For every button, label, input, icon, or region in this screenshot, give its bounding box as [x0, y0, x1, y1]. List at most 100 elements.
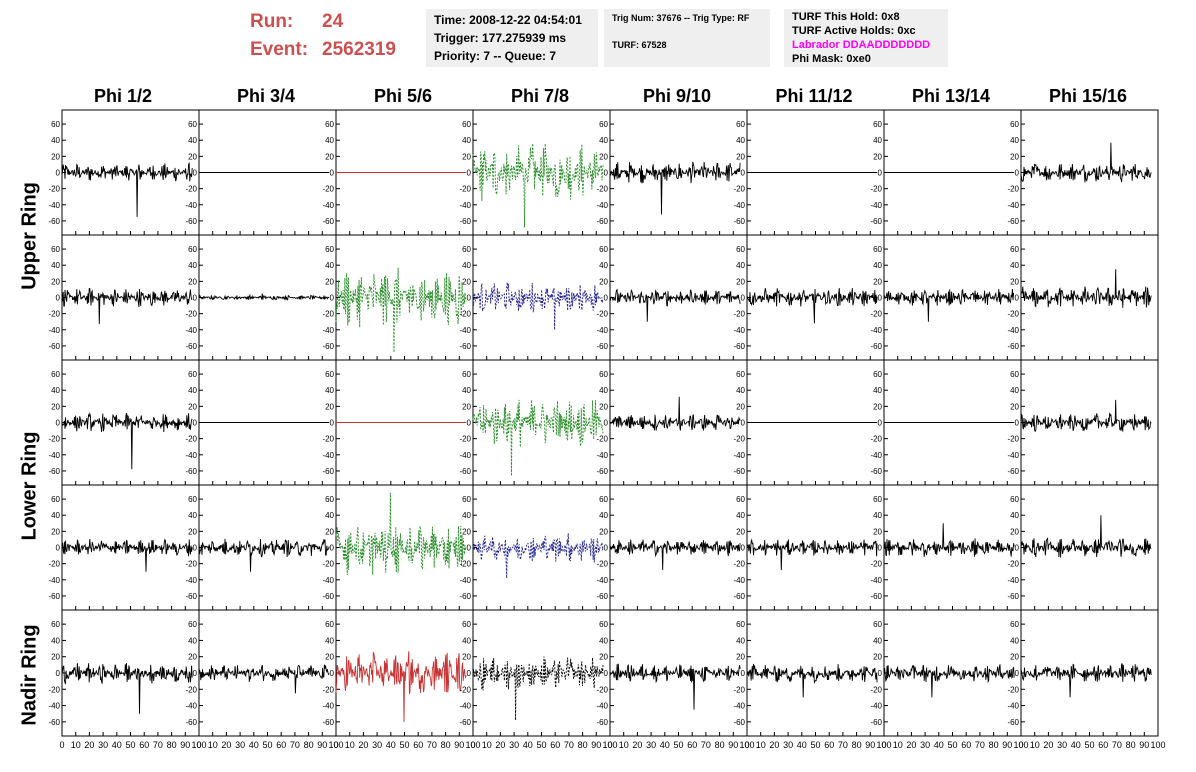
y-tick-label-r5-c2--40: -40 [185, 702, 197, 711]
x-tick-label-r5-c6-100: 100 [876, 740, 891, 750]
y-tick-label-r4-c8-60: 60 [1010, 495, 1019, 504]
y-tick-label-r3-c3--40: -40 [322, 451, 334, 460]
y-tick-label-r5-c8-40: 40 [1010, 636, 1019, 645]
x-tick-label-r5-c1-80: 80 [167, 740, 177, 750]
trace-r5-c8 [1020, 663, 1152, 698]
x-tick-label-r5-c8-70: 70 [1112, 740, 1122, 750]
y-tick-label-r2-c1--20: -20 [48, 310, 60, 319]
y-tick-label-r1-c6-20: 20 [736, 152, 745, 161]
x-tick-label-r5-c5-30: 30 [646, 740, 656, 750]
x-tick-label-r5-c6-10: 10 [756, 740, 766, 750]
x-tick-label-r5-c7-30: 30 [920, 740, 930, 750]
y-tick-label-r4-c7--60: -60 [870, 592, 882, 601]
x-tick-label-r5-c2-90: 90 [317, 740, 327, 750]
x-tick-label-r5-c1-10: 10 [71, 740, 81, 750]
x-tick-label-r5-c5-80: 80 [715, 740, 725, 750]
y-tick-label-r3-c8-60: 60 [1010, 370, 1019, 379]
y-tick-label-r3-c5-20: 20 [599, 402, 608, 411]
y-tick-label-r4-c4-20: 20 [462, 527, 471, 536]
y-tick-label-r1-c3-20: 20 [325, 152, 334, 161]
trace-r5-c6 [746, 663, 878, 698]
y-tick-label-r3-c2--40: -40 [185, 451, 197, 460]
y-tick-label-r4-c2-60: 60 [188, 495, 197, 504]
y-tick-label-r5-c8--20: -20 [1007, 685, 1019, 694]
y-tick-label-r5-c2-0: 0 [193, 669, 198, 678]
x-tick-label-r5-c2-40: 40 [249, 740, 259, 750]
y-tick-label-r3-c2-20: 20 [188, 402, 197, 411]
y-tick-label-r2-c5--40: -40 [596, 326, 608, 335]
x-tick-label-r5-c2-0: 0 [196, 740, 201, 750]
trace-r2-c7 [883, 288, 1015, 322]
y-tick-label-r5-c7-60: 60 [873, 620, 882, 629]
y-tick-label-r4-c6-60: 60 [736, 495, 745, 504]
y-tick-label-r4-c2--40: -40 [185, 576, 197, 585]
y-tick-label-r1-c4--20: -20 [459, 185, 471, 194]
y-tick-label-r1-c2-20: 20 [188, 152, 197, 161]
y-tick-label-r1-c2-0: 0 [193, 169, 198, 178]
x-tick-label-r5-c7-70: 70 [975, 740, 985, 750]
y-tick-label-r3-c8--20: -20 [1007, 435, 1019, 444]
y-tick-label-r3-c6-40: 40 [736, 386, 745, 395]
trace-r2-c4 [472, 282, 604, 330]
x-tick-label-r5-c1-30: 30 [98, 740, 108, 750]
y-tick-label-r5-c5-40: 40 [599, 636, 608, 645]
y-tick-label-r5-c7--20: -20 [870, 685, 882, 694]
y-tick-label-r5-c2-60: 60 [188, 620, 197, 629]
y-tick-label-r2-c4--40: -40 [459, 326, 471, 335]
y-tick-label-r5-c4--20: -20 [459, 685, 471, 694]
event-row: Event: 2562319 [250, 36, 420, 64]
x-tick-label-r5-c6-30: 30 [783, 740, 793, 750]
y-tick-label-r1-c6-40: 40 [736, 136, 745, 145]
y-tick-label-r1-c7-60: 60 [873, 120, 882, 129]
y-tick-label-r2-c1-0: 0 [56, 294, 61, 303]
trace-r4-c4 [472, 533, 604, 579]
y-tick-label-r4-c7--20: -20 [870, 560, 882, 569]
column-title-phi-1-2: Phi 1/2 [93, 86, 153, 106]
x-tick-label-r5-c4-100: 100 [602, 740, 617, 750]
y-tick-label-r4-c3-60: 60 [325, 495, 334, 504]
x-tick-label-r5-c3-50: 50 [399, 740, 409, 750]
x-tick-label-r5-c6-80: 80 [852, 740, 862, 750]
y-tick-label-r1-c8-40: 40 [1010, 136, 1019, 145]
x-tick-label-r5-c3-70: 70 [427, 740, 437, 750]
x-tick-label-r5-c5-10: 10 [619, 740, 629, 750]
trace-r5-c7 [883, 664, 1015, 698]
x-tick-label-r5-c6-90: 90 [865, 740, 875, 750]
trig-num-line: Trig Num: 37676 -- Trig Type: RF [612, 13, 750, 23]
x-tick-label-r5-c7-60: 60 [961, 740, 971, 750]
x-tick-label-r5-c5-100: 100 [739, 740, 754, 750]
run-value: 24 [322, 11, 344, 32]
x-tick-label-r5-c8-100: 100 [1150, 740, 1165, 750]
y-tick-label-r2-c8--20: -20 [1007, 310, 1019, 319]
y-tick-label-r1-c1--20: -20 [48, 185, 60, 194]
x-tick-label-r5-c4-60: 60 [550, 740, 560, 750]
y-tick-label-r3-c4--20: -20 [459, 435, 471, 444]
x-tick-label-r5-c2-60: 60 [276, 740, 286, 750]
x-tick-label-r5-c7-20: 20 [906, 740, 916, 750]
y-tick-label-r2-c6-0: 0 [741, 294, 746, 303]
y-tick-label-r4-c5-20: 20 [599, 527, 608, 536]
x-tick-label-r5-c3-40: 40 [386, 740, 396, 750]
y-tick-label-r2-c6--20: -20 [733, 310, 745, 319]
y-tick-label-r3-c6-0: 0 [741, 419, 746, 428]
column-title-phi-11-12: Phi 11/12 [775, 86, 853, 106]
y-tick-label-r3-c7-20: 20 [873, 402, 882, 411]
y-tick-label-r1-c6--60: -60 [733, 217, 745, 226]
y-tick-label-r1-c7--60: -60 [870, 217, 882, 226]
x-tick-label-r5-c3-60: 60 [413, 740, 423, 750]
y-tick-label-r2-c3-20: 20 [325, 277, 334, 286]
y-tick-label-r4-c5--40: -40 [596, 576, 608, 585]
trace-r4-c5 [609, 539, 741, 571]
x-tick-label-r5-c1-60: 60 [139, 740, 149, 750]
y-tick-label-r2-c2-0: 0 [193, 294, 198, 303]
y-tick-label-r2-c1-60: 60 [51, 245, 60, 254]
x-tick-label-r5-c1-100: 100 [191, 740, 206, 750]
y-tick-label-r3-c2-60: 60 [188, 370, 197, 379]
y-tick-label-r5-c5--20: -20 [596, 685, 608, 694]
x-tick-label-r5-c2-100: 100 [328, 740, 343, 750]
y-tick-label-r5-c1-40: 40 [51, 636, 60, 645]
x-tick-label-r5-c4-80: 80 [578, 740, 588, 750]
y-tick-label-r1-c8--20: -20 [1007, 185, 1019, 194]
x-tick-label-r5-c4-20: 20 [495, 740, 505, 750]
